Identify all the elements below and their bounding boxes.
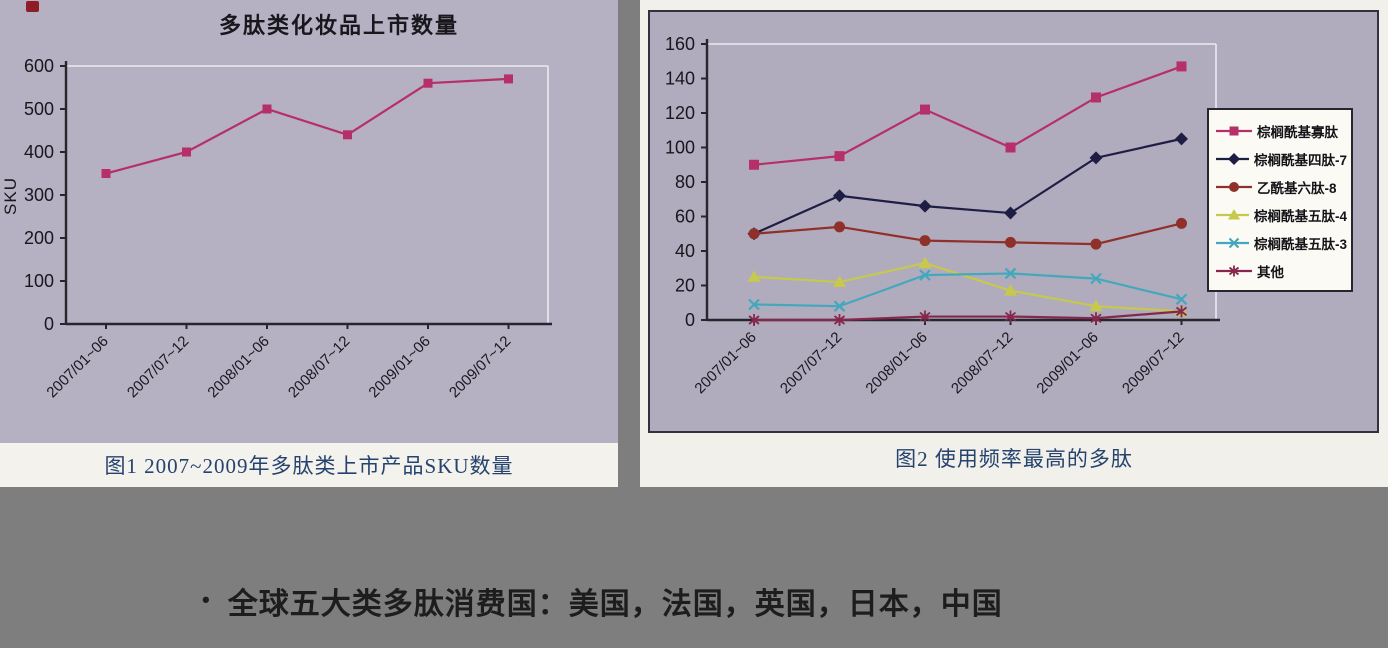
bullet-text: 全球五大类多肽消费国：美国，法国，英国，日本，中国: [227, 588, 1003, 621]
svg-text:2007/01~06: 2007/01~06: [691, 329, 759, 397]
svg-text:20: 20: [675, 276, 695, 296]
legend-label: 棕榈酰基寡肽: [1257, 125, 1338, 140]
legend-label: 棕榈酰基五肽-4: [1253, 209, 1347, 224]
svg-text:60: 60: [675, 207, 695, 227]
legend-item: 棕榈酰基寡肽: [1216, 117, 1347, 145]
legend-item: 棕榈酰基五肽-4: [1216, 201, 1347, 229]
svg-text:2007/07~12: 2007/07~12: [777, 329, 845, 397]
legend-item: 棕榈酰基四肽-7: [1216, 145, 1347, 173]
y-axis-label: SKU: [1, 177, 20, 215]
triangle-marker-icon: [1216, 209, 1249, 220]
svg-text:100: 100: [665, 138, 695, 158]
legend-item: 其他: [1216, 257, 1347, 285]
svg-text:2008/01~06: 2008/01~06: [862, 329, 930, 397]
svg-text:2008/07~12: 2008/07~12: [285, 333, 353, 401]
svg-text:400: 400: [24, 142, 54, 162]
bullet-line: • 全球五大类多肽消费国：美国，法国，英国，日本，中国: [202, 579, 1003, 623]
figure1-chart-area: 多肽类化妆品上市数量 0 100 200 300 400 500 600 2007/01~06…: [0, 0, 618, 443]
scan-artifact-mark: [26, 1, 39, 12]
figure1-title: 多肽类化妆品上市数量: [218, 13, 459, 38]
x-axis-ticks: 2007/01~06 2007/07~12 2008/01~06 2008/07~12…: [43, 324, 514, 401]
svg-text:0: 0: [685, 310, 695, 330]
svg-text:2009/01~06: 2009/01~06: [365, 333, 433, 401]
figure1-panel: 多肽类化妆品上市数量 0 100 200 300 400 500 600 2007/01~06…: [0, 0, 618, 487]
series-square: [101, 74, 513, 178]
svg-text:120: 120: [665, 103, 695, 123]
svg-text:80: 80: [675, 172, 695, 192]
series-triangle: [747, 256, 1188, 317]
svg-text:0: 0: [44, 314, 54, 334]
figure1-caption: 图1 2007~2009年多肽类上市产品SKU数量: [104, 454, 514, 478]
y-axis-ticks: 0 100 200 300 400 500 600: [24, 56, 66, 334]
legend-label: 乙酰基六肽-8: [1257, 181, 1337, 196]
figure2-panel: 0 20 40 60 80 100 120 140 160 2007/01~06 2007/07~1…: [640, 0, 1388, 487]
svg-text:160: 160: [665, 34, 695, 54]
svg-text:2008/01~06: 2008/01~06: [204, 333, 272, 401]
svg-text:40: 40: [675, 241, 695, 261]
svg-text:600: 600: [24, 56, 54, 76]
svg-text:100: 100: [24, 271, 54, 291]
legend-item: 乙酰基六肽-8: [1216, 173, 1347, 201]
figure2-caption: 图2 使用频率最高的多肽: [895, 447, 1133, 471]
figure2-line-chart: 0 20 40 60 80 100 120 140 160 2007/01~06 2007/07~1…: [665, 34, 1220, 397]
square-marker-icon: [1216, 126, 1252, 136]
axes: [64, 61, 552, 326]
x-axis-ticks: 2007/01~06 2007/07~12 2008/01~06 2008/07~12…: [691, 320, 1187, 397]
series-square: [749, 61, 1187, 170]
circle-marker-icon: [1216, 182, 1252, 192]
svg-text:2009/01~06: 2009/01~06: [1033, 329, 1101, 397]
svg-text:2009/07~12: 2009/07~12: [446, 333, 514, 401]
series-x: [748, 267, 1188, 312]
svg-text:2007/01~06: 2007/01~06: [43, 333, 111, 401]
plot-frame: [66, 65, 549, 324]
svg-text:2007/07~12: 2007/07~12: [124, 333, 192, 401]
series-diamond: [747, 132, 1188, 241]
legend-label: 棕榈酰基四肽-7: [1253, 153, 1347, 168]
x-marker-icon: [1216, 237, 1249, 249]
series-circle: [748, 217, 1187, 250]
svg-text:500: 500: [24, 99, 54, 119]
legend-item: 棕榈酰基五肽-3: [1216, 229, 1347, 257]
bullet-icon: •: [202, 587, 211, 612]
asterisk-marker-icon: [1216, 265, 1252, 277]
svg-text:2008/07~12: 2008/07~12: [948, 329, 1016, 397]
legend-label: 其他: [1257, 265, 1284, 280]
svg-text:300: 300: [24, 185, 54, 205]
legend-label: 棕榈酰基五肽-3: [1253, 237, 1347, 252]
series-asterisk: [748, 305, 1188, 326]
diamond-marker-icon: [1216, 153, 1249, 165]
y-axis-ticks: 0 20 40 60 80 100 120 140 160: [665, 34, 707, 330]
svg-text:200: 200: [24, 228, 54, 248]
svg-text:2009/07~12: 2009/07~12: [1119, 329, 1187, 397]
figure2-legend: 棕榈酰基寡肽 棕榈酰基四肽-7 乙酰基六肽-8 棕榈酰基五肽-4 棕榈酰基五肽-3 其他: [1207, 108, 1353, 292]
svg-text:140: 140: [665, 69, 695, 89]
figure2-chart-area: 0 20 40 60 80 100 120 140 160 2007/01~06 2007/07~1…: [648, 10, 1379, 433]
